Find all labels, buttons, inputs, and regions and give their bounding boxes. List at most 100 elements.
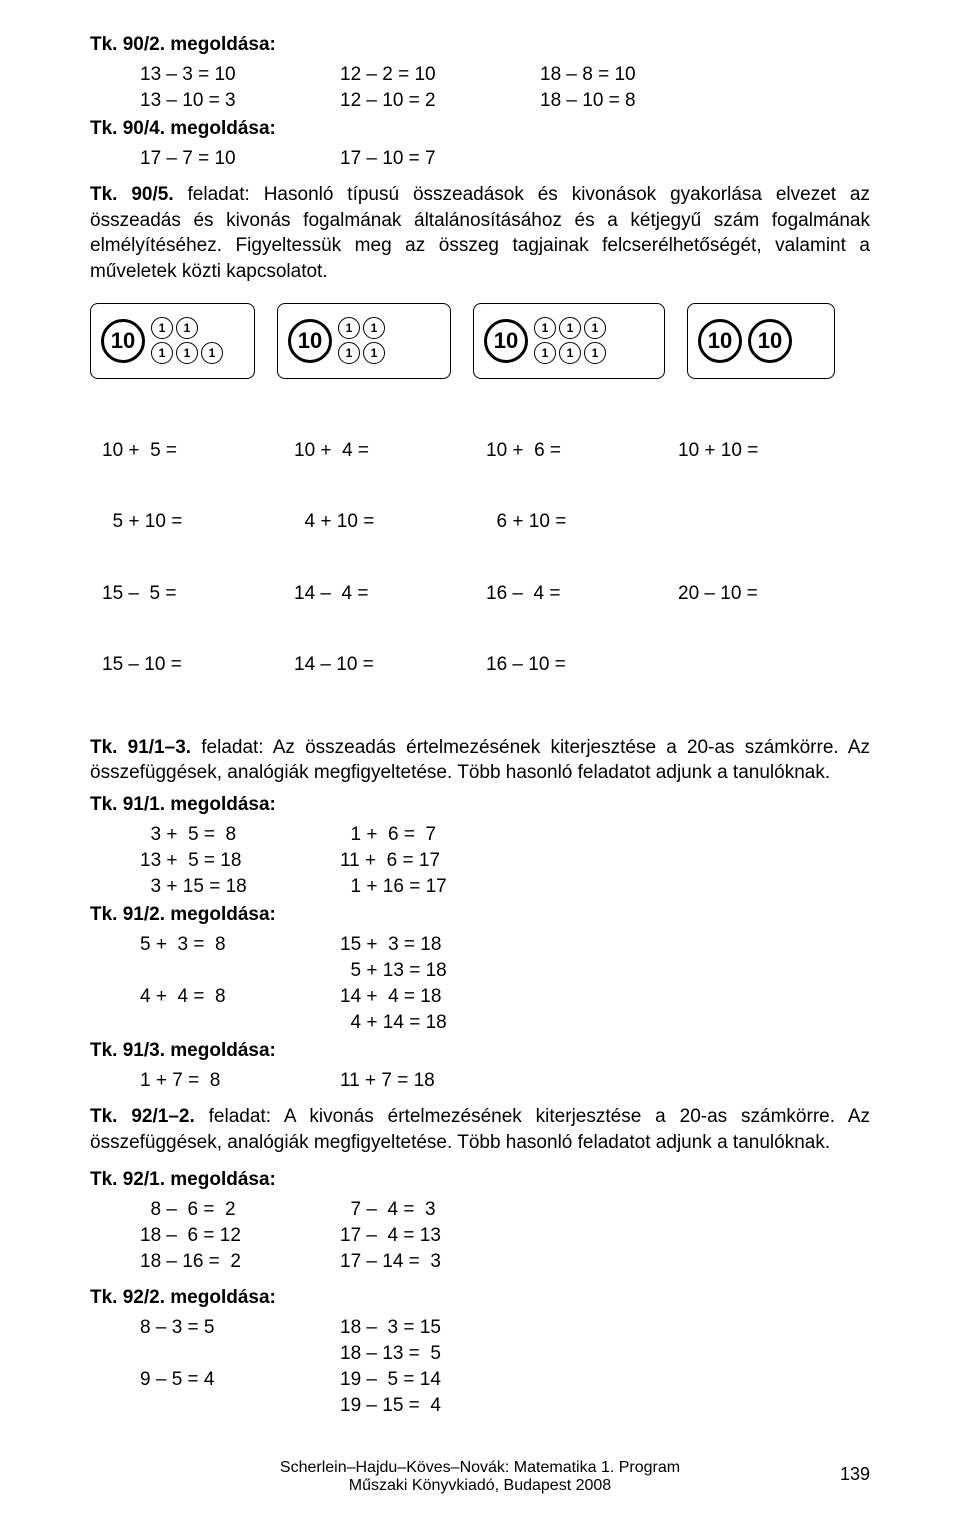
ops-grid: 10 + 5 = 5 + 10 = 15 – 5 = 15 – 10 = 10 … (102, 393, 870, 723)
eq-cell (678, 508, 858, 536)
coin-1: 1 (151, 342, 173, 364)
eq-cell: 18 – 13 = 5 (340, 1343, 540, 1365)
eq-cell: 3 + 15 = 18 (140, 876, 340, 898)
eq-cell: 15 – 10 = (102, 651, 282, 679)
eq-cell: 1 + 6 = 7 (340, 824, 540, 846)
eq-cell: 1 + 16 = 17 (340, 876, 540, 898)
footer: Scherlein–Hajdu–Köves–Novák: Matematika … (0, 1459, 960, 1495)
eq-cell: 19 – 15 = 4 (340, 1395, 540, 1417)
coin-panel: 10 1 1 1 1 (277, 303, 451, 379)
eq-cell (140, 960, 340, 982)
eq-cell (140, 1395, 340, 1417)
task-90-5: Tk. 90/5. feladat: Hasonló típusú összea… (90, 182, 870, 285)
eq-cell: 20 – 10 = (678, 580, 858, 608)
eq-cell: 17 – 7 = 10 (140, 148, 340, 170)
eq-row: 8 – 3 = 5 18 – 3 = 15 (140, 1317, 870, 1339)
eq-cell: 17 – 4 = 13 (340, 1225, 540, 1247)
coin-panels: 10 1 1 1 1 1 10 1 1 (90, 303, 870, 379)
eq-row: 1 + 7 = 8 11 + 7 = 18 (140, 1070, 870, 1092)
eq-row: 19 – 15 = 4 (140, 1395, 870, 1417)
eq-row: 3 + 5 = 8 1 + 6 = 7 (140, 824, 870, 846)
eq-cell: 13 – 3 = 10 (140, 64, 340, 86)
eq-cell: 5 + 10 = (102, 508, 282, 536)
eq-cell: 11 + 6 = 17 (340, 850, 540, 872)
heading-92-2: Tk. 92/2. megoldása: (90, 1287, 870, 1309)
eq-cell: 15 + 3 = 18 (340, 934, 540, 956)
eq-cell: 3 + 5 = 8 (140, 824, 340, 846)
eq-cell (140, 1012, 340, 1034)
coin-1: 1 (584, 342, 606, 364)
task-label: Tk. 91/1–3. (90, 737, 191, 758)
eq-row: 13 + 5 = 18 11 + 6 = 17 (140, 850, 870, 872)
coin-10: 10 (698, 319, 742, 363)
eq-row: 18 – 13 = 5 (140, 1343, 870, 1365)
heading-90-4: Tk. 90/4. megoldása: (90, 118, 870, 140)
eq-cell: 7 – 4 = 3 (340, 1199, 540, 1221)
ops-col: 10 + 5 = 5 + 10 = 15 – 5 = 15 – 10 = (102, 393, 282, 723)
coin-cluster: 1 1 1 1 (338, 317, 385, 364)
coin-10: 10 (484, 319, 528, 363)
coin-panel: 10 10 (687, 303, 835, 379)
coin-1: 1 (559, 342, 581, 364)
eq-cell: 15 – 5 = (102, 580, 282, 608)
eq-cell: 17 – 14 = 3 (340, 1251, 540, 1273)
task-desc: feladat: Az összeadás értelmezésének kit… (90, 737, 870, 784)
eq-cell (140, 1343, 340, 1365)
task-desc: feladat: A kivonás értelmezésének kiterj… (90, 1106, 870, 1153)
eq-cell: 14 + 4 = 18 (340, 986, 540, 1008)
heading-91-1: Tk. 91/1. megoldása: (90, 794, 870, 816)
eq-cell: 14 – 10 = (294, 651, 474, 679)
coin-1: 1 (584, 317, 606, 339)
eq-cell: 18 – 8 = 10 (540, 64, 740, 86)
coin-1: 1 (363, 342, 385, 364)
eq-row: 13 – 10 = 3 12 – 10 = 2 18 – 10 = 8 (140, 90, 870, 112)
eq-cell (678, 651, 858, 679)
eq-cell: 13 + 5 = 18 (140, 850, 340, 872)
ops-col: 10 + 10 = 20 – 10 = (678, 393, 858, 723)
coin-panel: 10 1 1 1 1 1 (90, 303, 255, 379)
coin-10: 10 (748, 319, 792, 363)
eq-cell: 19 – 5 = 14 (340, 1369, 540, 1391)
eq-cell: 8 – 6 = 2 (140, 1199, 340, 1221)
eq-row: 13 – 3 = 10 12 – 2 = 10 18 – 8 = 10 (140, 64, 870, 86)
footer-line: Műszaki Könyvkiadó, Budapest 2008 (0, 1477, 960, 1495)
eq-cell: 9 – 5 = 4 (140, 1369, 340, 1391)
ops-col: 10 + 6 = 6 + 10 = 16 – 4 = 16 – 10 = (486, 393, 666, 723)
eq-cell: 16 – 10 = (486, 651, 666, 679)
coin-panel: 10 1 1 1 1 1 1 (473, 303, 665, 379)
eq-cell: 4 + 10 = (294, 508, 474, 536)
eq-cell: 5 + 13 = 18 (340, 960, 540, 982)
eq-row: 18 – 6 = 12 17 – 4 = 13 (140, 1225, 870, 1247)
eq-row: 9 – 5 = 4 19 – 5 = 14 (140, 1369, 870, 1391)
eq-cell: 10 + 6 = (486, 437, 666, 465)
eq-row: 4 + 4 = 8 14 + 4 = 18 (140, 986, 870, 1008)
ops-col: 10 + 4 = 4 + 10 = 14 – 4 = 14 – 10 = (294, 393, 474, 723)
eq-cell: 4 + 4 = 8 (140, 986, 340, 1008)
eq-row: 5 + 13 = 18 (140, 960, 870, 982)
eq-cell: 10 + 4 = (294, 437, 474, 465)
eq-cell: 1 + 7 = 8 (140, 1070, 340, 1092)
task-desc: feladat: Hasonló típusú összeadások és k… (90, 184, 870, 282)
coin-1: 1 (534, 342, 556, 364)
eq-cell: 8 – 3 = 5 (140, 1317, 340, 1339)
eq-cell: 10 + 10 = (678, 437, 858, 465)
eq-cell: 18 – 3 = 15 (340, 1317, 540, 1339)
eq-cell: 14 – 4 = (294, 580, 474, 608)
eq-cell: 18 – 10 = 8 (540, 90, 740, 112)
eq-cell: 5 + 3 = 8 (140, 934, 340, 956)
coin-1: 1 (559, 317, 581, 339)
coin-1: 1 (201, 342, 223, 364)
eq-row: 8 – 6 = 2 7 – 4 = 3 (140, 1199, 870, 1221)
eq-cell: 18 – 6 = 12 (140, 1225, 340, 1247)
footer-line: Scherlein–Hajdu–Köves–Novák: Matematika … (0, 1459, 960, 1477)
coin-1: 1 (151, 317, 173, 339)
coin-1: 1 (338, 342, 360, 364)
eq-row: 18 – 16 = 2 17 – 14 = 3 (140, 1251, 870, 1273)
eq-cell: 11 + 7 = 18 (340, 1070, 540, 1092)
eq-row: 17 – 7 = 10 17 – 10 = 7 (140, 148, 870, 170)
task-label: Tk. 92/1–2. (90, 1106, 195, 1127)
coin-cluster: 1 1 1 1 1 1 (534, 317, 606, 364)
coin-1: 1 (338, 317, 360, 339)
heading-91-2: Tk. 91/2. megoldása: (90, 904, 870, 926)
eq-cell: 13 – 10 = 3 (140, 90, 340, 112)
